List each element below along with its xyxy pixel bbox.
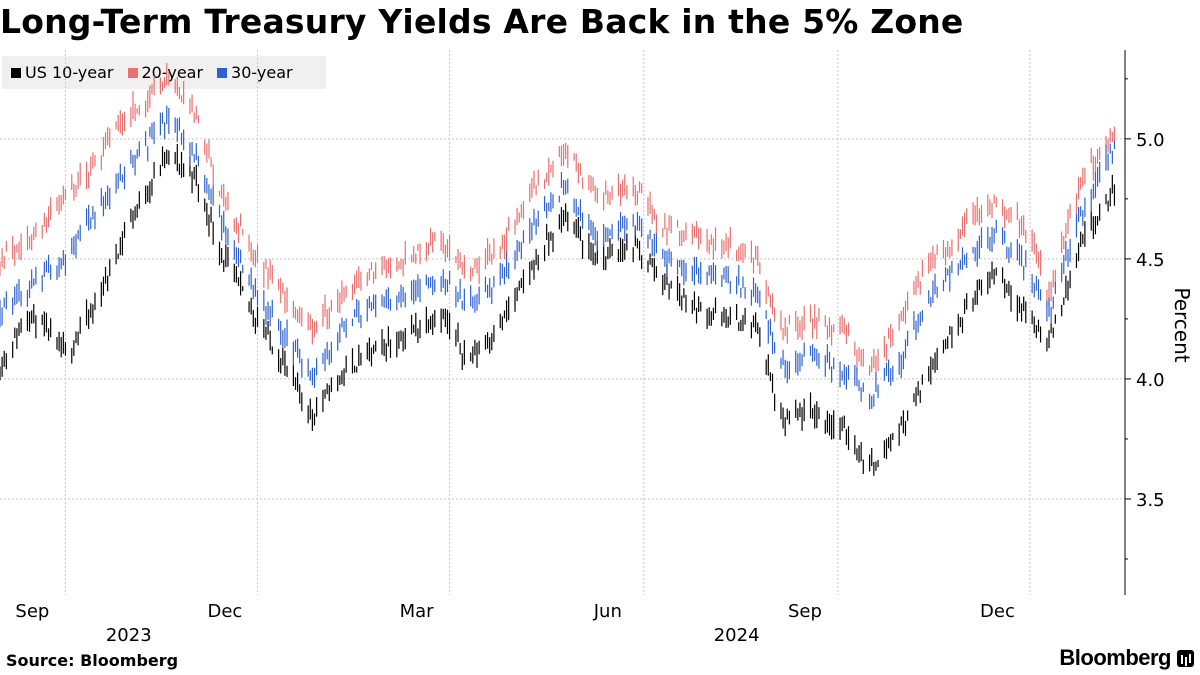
series-30-year [0, 105, 1116, 410]
series-20-year [0, 62, 1116, 376]
x-year-label: 2023 [106, 625, 152, 646]
brand-logo: Bloomberg [1059, 645, 1194, 671]
y-axis-title: Percent [1170, 287, 1194, 362]
x-tick-label: Sep [15, 601, 49, 622]
bloomberg-logo-icon [1177, 649, 1194, 667]
legend-swatch-20y [127, 67, 138, 78]
legend-item-20y: 20-year [127, 63, 204, 82]
legend-swatch-30y [217, 67, 228, 78]
legend-label-30y: 30-year [231, 63, 293, 82]
y-tick-label: 3.5 [1136, 490, 1165, 511]
x-tick-label: Jun [593, 601, 622, 622]
x-tick-label: Mar [400, 601, 435, 622]
x-tick-label: Sep [788, 601, 822, 622]
x-year-label: 2024 [714, 625, 760, 646]
legend-label-10y: US 10-year [25, 63, 114, 82]
y-tick-label: 4.5 [1136, 250, 1165, 271]
brand-name: Bloomberg [1059, 645, 1171, 670]
x-tick-label: Dec [980, 601, 1015, 622]
y-tick-label: 4.0 [1136, 370, 1165, 391]
chart-title: Long-Term Treasury Yields Are Back in th… [0, 2, 964, 41]
legend-item-10y: US 10-year [11, 63, 114, 82]
chart-legend: US 10-year 20-year 30-year [2, 56, 326, 89]
legend-swatch-10y [11, 67, 21, 78]
legend-item-30y: 30-year [217, 63, 293, 82]
series-us-10-year [0, 143, 1116, 476]
y-tick-label: 5.0 [1136, 130, 1165, 151]
legend-label-20y: 20-year [141, 63, 204, 82]
x-tick-label: Dec [208, 601, 243, 622]
source-note: Source: Bloomberg [6, 651, 179, 670]
